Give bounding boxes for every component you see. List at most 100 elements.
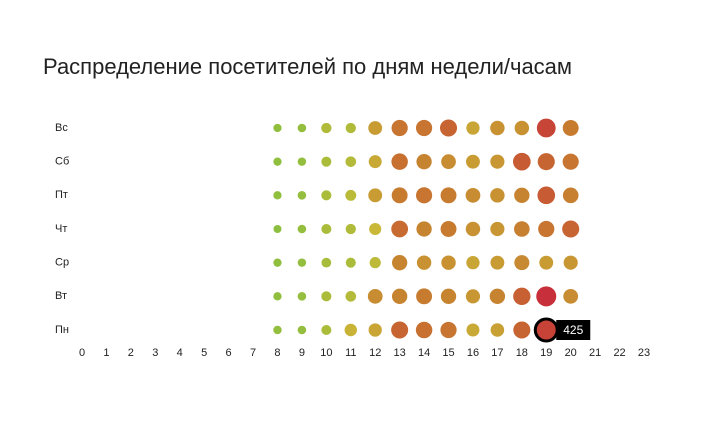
x-tick-label: 0 [79,347,85,359]
bubble [539,255,554,270]
bubble [440,187,457,204]
bubble [321,324,332,336]
bubble [345,223,356,235]
bubble [321,190,332,201]
y-tick-label: Сб [55,156,69,168]
bubble [367,288,383,304]
bubble [416,255,432,270]
y-tick-label: Пт [55,189,68,201]
bubble [490,255,505,270]
bubble [321,223,332,235]
x-tick-label: 22 [613,347,625,359]
bubble [466,256,480,270]
bubble [513,287,531,306]
x-tick-label: 12 [369,347,381,359]
bubble [537,186,556,205]
y-tick-label: Пн [55,324,69,336]
x-tick-label: 2 [128,347,134,359]
chart-title: Распределение посетителей по дням недели… [43,54,572,79]
bubble [345,257,356,268]
bubble [562,153,579,170]
bubble [297,191,307,200]
x-tick-label: 9 [299,347,305,359]
bubble [439,119,458,137]
x-tick-label: 4 [177,347,183,359]
bubble [490,323,505,337]
bubble [533,317,559,343]
bubble [490,120,505,136]
bubble [297,292,307,301]
x-tick-label: 15 [442,347,454,359]
bubble [369,257,381,269]
tooltip-text: 425 [563,323,583,337]
bubble [391,321,409,339]
bubble [537,153,555,171]
bubble [441,154,456,170]
bubble [297,325,307,335]
bubble [297,157,307,166]
bubble [465,187,481,203]
x-tick-label: 13 [394,347,406,359]
bubble [297,123,307,133]
y-tick-label: Ср [55,257,69,269]
bubble [416,288,433,305]
x-tick-label: 21 [589,347,601,359]
bubble [440,221,457,237]
bubble [465,221,481,237]
bubble [415,321,433,339]
bubble [345,122,356,134]
x-tick-label: 6 [226,347,232,359]
bubble [415,187,433,204]
bubble [297,258,307,267]
bubble [345,291,357,302]
bubble [345,156,357,167]
bubble [514,120,530,136]
bubble [345,189,357,201]
bubble [273,157,282,166]
bubble [563,255,578,270]
x-tick-label: 5 [201,347,207,359]
bubble [490,154,505,169]
bubble [415,119,433,137]
bubble [562,187,579,204]
bubble [321,291,332,302]
bubble [514,255,530,271]
x-tick-label: 3 [152,347,158,359]
bubble [321,257,332,268]
bubble [273,258,282,267]
x-tick-label: 17 [491,347,503,359]
bubble [563,288,579,304]
bubble [368,121,383,135]
bubble [536,118,556,138]
x-tick-label: 7 [250,347,256,359]
bubble [466,154,480,169]
x-tick-label: 20 [565,347,577,359]
bubble [416,154,432,170]
x-tick-label: 23 [638,347,650,359]
y-tick-label: Вс [55,122,68,134]
bubble [273,191,282,200]
bubble [514,221,530,237]
x-tick-label: 19 [540,347,552,359]
bubble [536,286,557,307]
bubble [490,188,505,203]
x-tick-label: 16 [467,347,479,359]
bubble [369,222,382,236]
bubble [273,225,282,233]
x-tick-label: 10 [320,347,332,359]
bubble [273,292,282,301]
bubble [538,220,555,238]
bubble [391,187,408,204]
bubble [391,153,408,170]
bubble [466,121,480,135]
y-tick-label: Вт [55,290,67,302]
bubble [273,325,282,335]
bubble [440,321,457,339]
bubble [513,321,531,339]
bubble [391,288,408,304]
bubble [562,220,580,238]
bubble [368,323,382,337]
x-tick-label: 1 [103,347,109,359]
bubble [391,119,408,137]
bubble [440,288,457,304]
